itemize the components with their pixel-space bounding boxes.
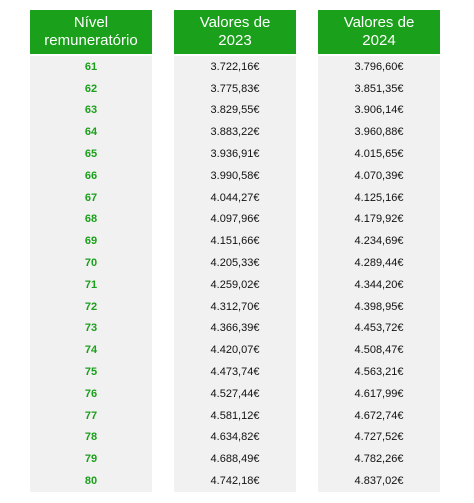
level-cell: 61 [84, 60, 98, 73]
value-2023-cell: 4.312,70€ [210, 300, 260, 313]
value-2024-cell: 4.782,26€ [354, 453, 404, 466]
value-2024-cell: 4.289,44€ [354, 257, 404, 270]
value-2023-cell: 4.259,02€ [210, 278, 260, 291]
value-2024-cell: 4.125,16€ [354, 191, 404, 204]
value-2024-cell: 4.344,20€ [354, 278, 404, 291]
value-2024-cell: 4.672,74€ [354, 409, 404, 422]
level-cell: 79 [84, 453, 98, 466]
value-2023-cell: 3.829,55€ [210, 104, 260, 117]
value-2023-cell: 4.044,27€ [210, 191, 260, 204]
level-cell: 62 [84, 82, 98, 95]
value-2023-cell: 3.722,16€ [210, 60, 260, 73]
column-2024-body: 3.796,60€ 3.851,35€ 3.906,14€ 3.960,88€ 4.01… [318, 56, 440, 492]
header-level: Nível remuneratório [30, 10, 152, 54]
level-cell: 71 [84, 278, 98, 291]
header-level-label: Nível remuneratório [44, 14, 138, 49]
value-2024-cell: 4.070,39€ [354, 169, 404, 182]
level-cell: 69 [84, 235, 98, 248]
value-2024-cell: 4.617,99€ [354, 387, 404, 400]
value-2023-cell: 4.151,66€ [210, 235, 260, 248]
value-2024-cell: 3.960,88€ [354, 126, 404, 139]
header-2024-label: Valores de 2024 [343, 14, 415, 49]
value-2024-cell: 4.179,92€ [354, 213, 404, 226]
value-2024-cell: 4.015,65€ [354, 148, 404, 161]
value-2023-cell: 4.366,39€ [210, 322, 260, 335]
level-cell: 77 [84, 409, 98, 422]
header-2023: Valores de 2023 [174, 10, 296, 54]
level-cell: 74 [84, 344, 98, 357]
value-2024-cell: 4.727,52€ [354, 431, 404, 444]
level-cell: 73 [84, 322, 98, 335]
level-cell: 63 [84, 104, 98, 117]
level-cell: 76 [84, 387, 98, 400]
value-2023-cell: 4.742,18€ [210, 475, 260, 488]
value-2024-cell: 3.906,14€ [354, 104, 404, 117]
value-2023-cell: 4.205,33€ [210, 257, 260, 270]
value-2023-cell: 4.527,44€ [210, 387, 260, 400]
value-2024-cell: 4.453,72€ [354, 322, 404, 335]
header-2024: Valores de 2024 [318, 10, 440, 54]
level-cell: 64 [84, 126, 98, 139]
level-cell: 78 [84, 431, 98, 444]
level-cell: 68 [84, 213, 98, 226]
level-cell: 70 [84, 257, 98, 270]
level-cell: 72 [84, 300, 98, 313]
level-cell: 75 [84, 366, 98, 379]
value-2024-cell: 4.563,21€ [354, 366, 404, 379]
column-2023: Valores de 2023 3.722,16€ 3.775,83€ 3.829,… [174, 10, 296, 492]
column-level: Nível remuneratório 61 62 63 64 65 66 67 68 69 70… [30, 10, 152, 492]
value-2024-cell: 3.796,60€ [354, 60, 404, 73]
column-2024: Valores de 2024 3.796,60€ 3.851,35€ 3.906,… [318, 10, 440, 492]
value-2023-cell: 4.688,49€ [210, 453, 260, 466]
value-2023-cell: 4.097,96€ [210, 213, 260, 226]
level-cell: 65 [84, 148, 98, 161]
level-cell: 80 [84, 475, 98, 488]
value-2024-cell: 3.851,35€ [354, 82, 404, 95]
value-2023-cell: 4.634,82€ [210, 431, 260, 444]
value-2023-cell: 4.420,07€ [210, 344, 260, 357]
value-2024-cell: 4.837,02€ [354, 475, 404, 488]
value-2023-cell: 3.883,22€ [210, 126, 260, 139]
value-2023-cell: 4.581,12€ [210, 409, 260, 422]
value-2023-cell: 3.990,58€ [210, 169, 260, 182]
value-2023-cell: 3.936,91€ [210, 148, 260, 161]
level-cell: 67 [84, 191, 98, 204]
value-2024-cell: 4.398,95€ [354, 300, 404, 313]
column-2023-body: 3.722,16€ 3.775,83€ 3.829,55€ 3.883,22€ 3.93… [174, 56, 296, 492]
column-level-body: 61 62 63 64 65 66 67 68 69 70 71 72 73 74 75 76 77 78 79 80 [30, 56, 152, 492]
value-2023-cell: 3.775,83€ [210, 82, 260, 95]
header-2023-label: Valores de 2023 [199, 14, 271, 49]
level-cell: 66 [84, 169, 98, 182]
value-2024-cell: 4.234,69€ [354, 235, 404, 248]
value-2024-cell: 4.508,47€ [354, 344, 404, 357]
value-2023-cell: 4.473,74€ [210, 366, 260, 379]
